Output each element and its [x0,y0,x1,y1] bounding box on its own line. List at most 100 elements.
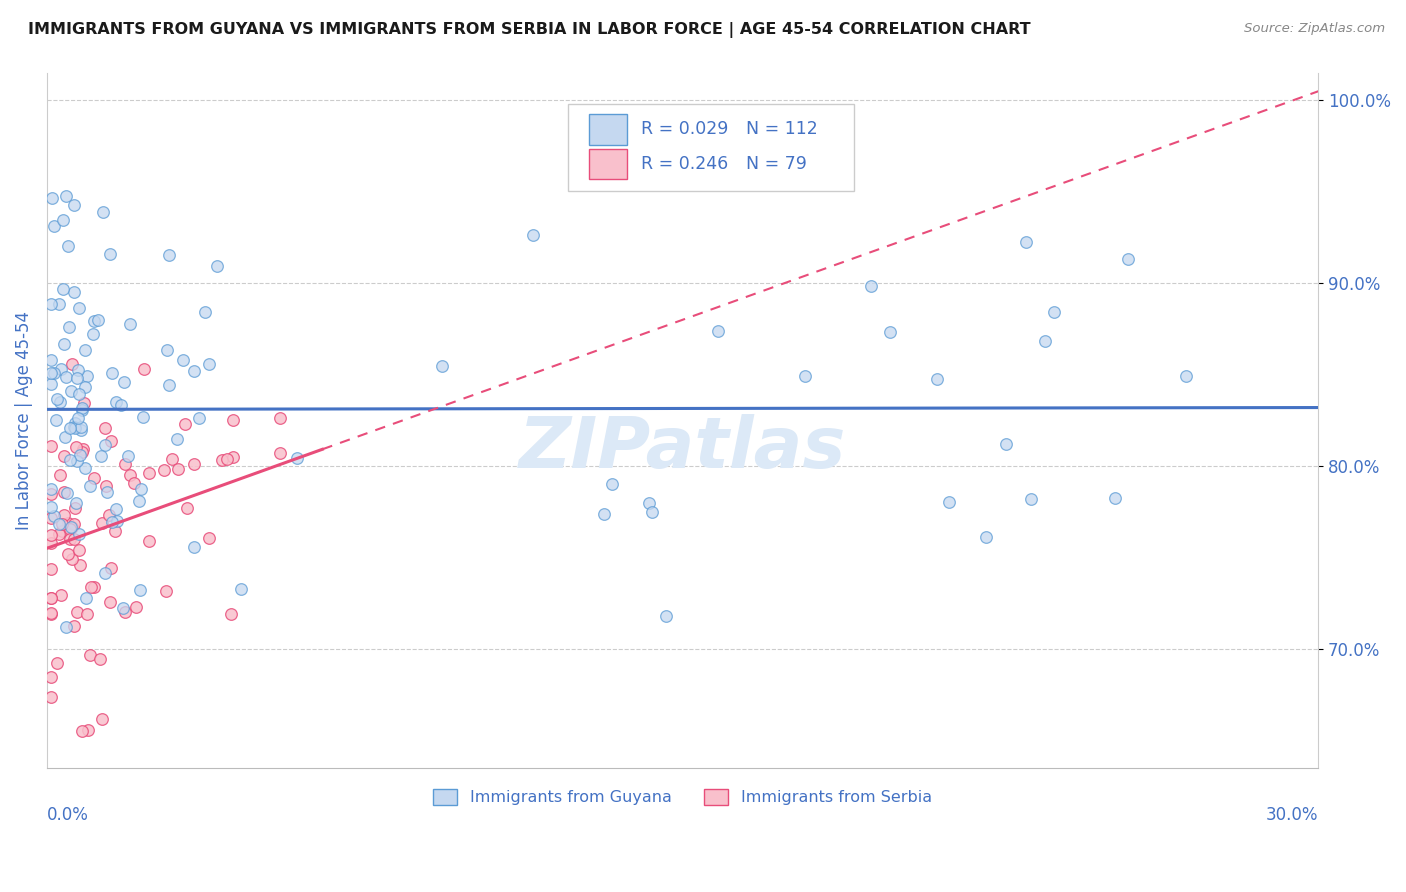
Point [44,508,66,523]
Point [1033,334,1056,348]
Point [183,457,205,471]
Point [129,483,152,497]
Point [94,566,117,580]
Point [60,384,83,399]
Point [183,363,205,377]
Point [156,343,179,357]
Point [93,421,115,435]
Point [48,516,70,531]
Point [53,430,76,444]
Point [51,524,73,538]
Point [63,517,86,532]
Point [63,198,86,212]
Point [174,417,197,431]
Point [128,494,150,508]
Point [69,558,91,572]
Point [114,457,136,471]
Point [75,591,97,605]
Point [522,228,544,243]
Point [59,519,82,533]
Point [48,526,70,541]
Point [172,352,194,367]
Point [176,501,198,516]
Point [211,453,233,467]
Point [72,442,94,456]
Point [53,485,76,500]
Point [69,448,91,462]
Point [73,379,96,393]
Point [79,479,101,493]
Point [183,540,205,554]
Point [157,377,180,392]
Point [974,530,997,544]
Point [58,320,80,334]
Point [39,511,62,525]
Point [79,648,101,662]
Point [60,551,83,566]
Point [90,712,112,726]
Point [222,413,245,427]
Point [641,505,664,519]
Point [53,508,76,522]
Point [70,724,93,739]
Point [160,452,183,467]
Point [63,417,86,431]
Point [39,366,62,380]
Point [100,561,122,575]
Point [104,501,127,516]
Point [1019,491,1042,506]
Point [66,605,89,619]
Point [707,324,730,338]
Point [65,440,87,454]
Point [39,377,62,392]
Point [107,514,129,528]
Point [188,410,211,425]
Point [197,531,219,545]
Point [72,403,94,417]
Point [39,353,62,368]
Point [39,690,62,704]
FancyBboxPatch shape [589,149,627,179]
Point [39,606,62,620]
Point [794,369,817,384]
Point [285,451,308,466]
Point [63,421,86,435]
Text: IMMIGRANTS FROM GUYANA VS IMMIGRANTS FROM SERBIA IN LABOR FORCE | AGE 45-54 CORR: IMMIGRANTS FROM GUYANA VS IMMIGRANTS FRO… [28,22,1031,38]
Point [66,454,89,468]
Point [60,358,83,372]
Point [96,484,118,499]
Point [1104,491,1126,505]
Text: 30.0%: 30.0% [1265,805,1319,824]
Point [138,466,160,480]
Text: R = 0.029: R = 0.029 [641,120,728,138]
Point [39,296,62,310]
Point [41,191,63,205]
Point [55,189,77,203]
Text: R = 0.246: R = 0.246 [641,155,728,173]
Point [66,371,89,385]
Point [67,543,90,558]
Point [432,359,454,373]
Point [49,395,72,409]
Point [114,605,136,619]
Point [73,396,96,410]
Point [112,375,135,389]
Legend: Immigrants from Guyana, Immigrants from Serbia: Immigrants from Guyana, Immigrants from … [427,782,938,812]
Point [229,582,252,596]
Point [93,437,115,451]
Point [217,452,239,467]
Point [52,213,75,227]
Point [48,297,70,311]
Point [58,516,80,531]
Point [122,476,145,491]
Point [118,468,141,483]
Point [1116,252,1139,266]
Point [56,547,79,561]
Point [63,501,86,516]
Point [42,219,65,234]
Point [39,528,62,542]
Point [39,482,62,496]
Point [1015,235,1038,249]
Point [39,607,62,621]
Point [155,583,177,598]
